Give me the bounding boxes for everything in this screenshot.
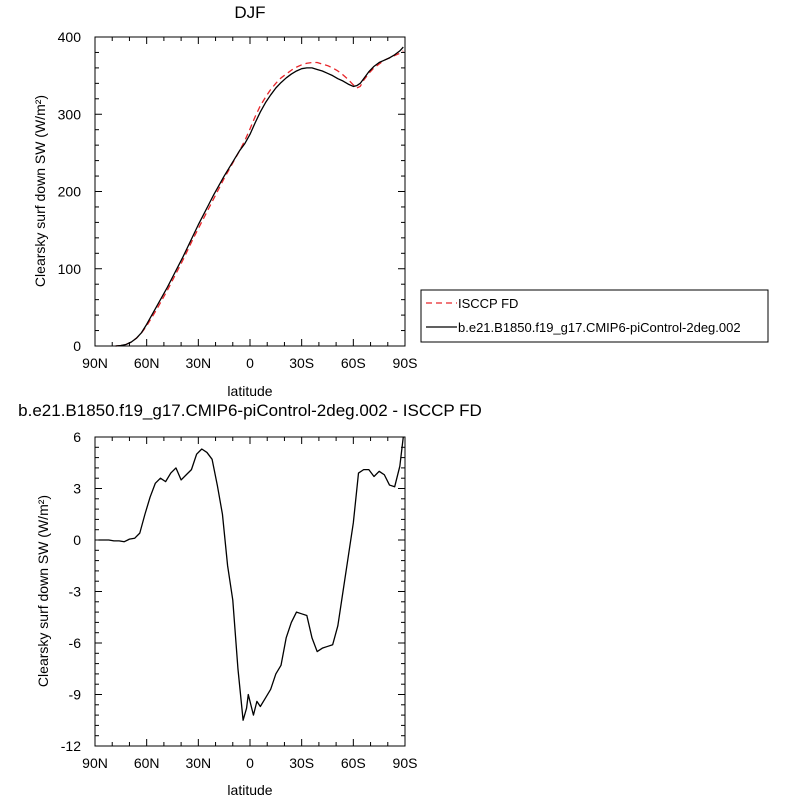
top-chart-x-tick-label: 60S	[341, 355, 366, 371]
top-chart-x-tick-label: 60N	[134, 355, 160, 371]
bottom-chart-x-tick-label: 60N	[134, 755, 160, 771]
top-chart-plot-area	[115, 46, 404, 347]
top-chart-y-tick-label: 300	[58, 106, 82, 122]
bottom-chart-y-tick-label: -12	[61, 738, 81, 754]
bottom-chart-x-tick-label: 30N	[185, 755, 211, 771]
bottom-chart-y-axis-label: Clearsky surf down SW (W/m²)	[35, 495, 51, 687]
bottom-chart-plot-area	[98, 436, 404, 721]
bottom-chart-x-tick-label: 0	[246, 755, 254, 771]
top-chart-legend: ISCCP FD b.e21.B1850.f19_g17.CMIP6-piCon…	[420, 289, 769, 343]
top-chart-series-line-0	[115, 50, 404, 347]
bottom-chart-y-tick-label: 6	[73, 429, 81, 445]
legend-label-isccp: ISCCP FD	[458, 296, 518, 311]
top-chart-y-axis-label: Clearsky surf down SW (W/m²)	[32, 95, 48, 287]
bottom-chart-y-tick-label: 0	[73, 532, 81, 548]
top-chart-x-tick-label: 30N	[185, 355, 211, 371]
bottom-chart-series-line-0	[98, 436, 404, 721]
legend-box	[420, 289, 769, 343]
bottom-chart-panel: b.e21.B1850.f19_g17.CMIP6-piControl-2deg…	[18, 401, 482, 798]
top-chart-y-tick-label: 400	[58, 29, 82, 45]
top-chart-x-tick-label: 90N	[82, 355, 108, 371]
bottom-chart-y-tick-label: -9	[69, 687, 82, 703]
bottom-chart-x-tick-label: 90N	[82, 755, 108, 771]
bottom-chart-x-tick-label: 90S	[393, 755, 418, 771]
top-chart-y-tick-label: 0	[73, 338, 81, 354]
bottom-chart-title: b.e21.B1850.f19_g17.CMIP6-piControl-2deg…	[18, 401, 482, 420]
bottom-chart-x-tick-label: 60S	[341, 755, 366, 771]
top-chart-x-tick-label: 90S	[393, 355, 418, 371]
bottom-chart-x-axis-label: latitude	[227, 782, 272, 798]
bottom-chart-x-tick-label: 30S	[289, 755, 314, 771]
top-chart-frame	[94, 36, 406, 347]
bottom-chart-y-tick-label: -6	[69, 635, 82, 651]
top-chart-x-axis-label: latitude	[227, 383, 272, 399]
top-chart-x-tick-label: 30S	[289, 355, 314, 371]
top-chart-y-tick-label: 100	[58, 261, 82, 277]
bottom-chart-y-tick-label: 3	[73, 481, 81, 497]
bottom-chart-y-tick-label: -3	[69, 584, 82, 600]
legend-label-model: b.e21.B1850.f19_g17.CMIP6-piControl-2deg…	[458, 320, 741, 335]
top-chart-series-line-1	[115, 46, 404, 347]
top-chart-y-tick-label: 200	[58, 184, 82, 200]
top-chart-x-tick-label: 0	[246, 355, 254, 371]
top-chart-title: DJF	[234, 3, 265, 22]
top-chart-panel: DJF latitude Clearsky surf down SW (W/m²…	[32, 3, 417, 399]
